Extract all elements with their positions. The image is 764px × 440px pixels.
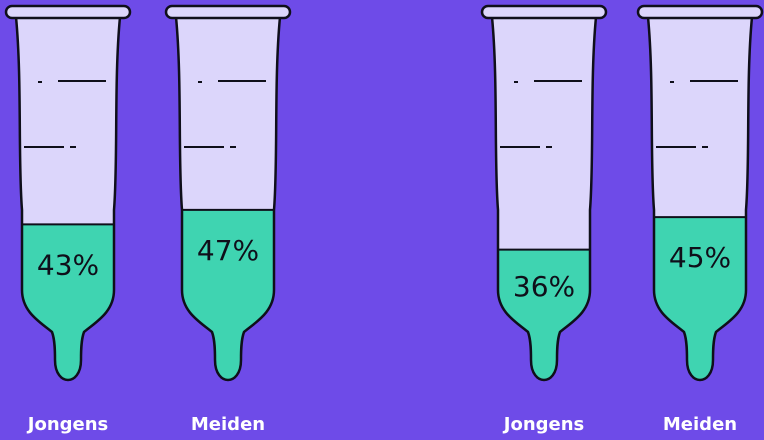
value-label-0: 43% xyxy=(37,248,99,281)
tube-rim-3 xyxy=(636,4,764,20)
tube-rim-2 xyxy=(480,4,608,20)
category-label-1: Meiden xyxy=(191,414,265,435)
tube-outline-3 xyxy=(646,15,754,382)
tube-rim-0 xyxy=(4,4,132,20)
value-label-2: 36% xyxy=(513,270,575,303)
labels-layer: 43% Jongens 47% Meiden 36% Jongens 45% Meiden xyxy=(26,234,737,435)
category-label-2: Jongens xyxy=(502,414,585,435)
tubes-layer xyxy=(4,4,764,382)
category-label-0: Jongens xyxy=(26,414,109,435)
category-label-3: Meiden xyxy=(663,414,737,435)
tube-outline-0 xyxy=(14,15,122,382)
value-label-1: 47% xyxy=(197,234,259,267)
tube-outline-1 xyxy=(174,15,282,382)
tube-rim-1 xyxy=(164,4,292,20)
value-label-3: 45% xyxy=(669,241,731,274)
tube-outline-2 xyxy=(490,15,598,382)
